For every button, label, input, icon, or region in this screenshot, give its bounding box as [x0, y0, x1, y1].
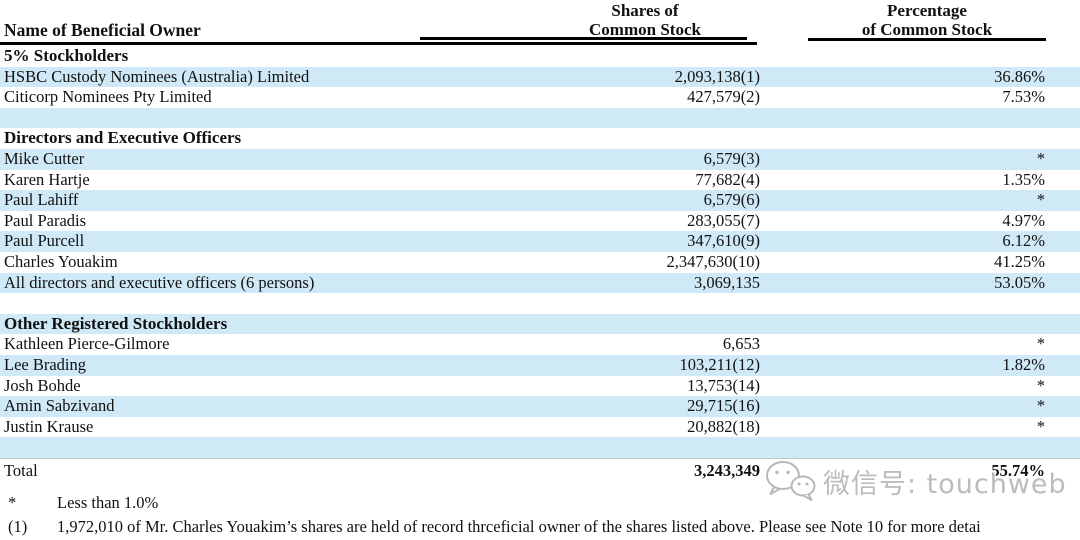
- shares-cell: 103,211(12): [679, 354, 760, 374]
- percentage-cell: 41.25%: [994, 251, 1045, 271]
- header-rule-name: [0, 42, 757, 45]
- owner-name-cell: Mike Cutter: [4, 148, 85, 168]
- footnote-text: 1,972,010 of Mr. Charles Youakim’s share…: [57, 517, 981, 536]
- shares-cell: 13,753(14): [687, 375, 760, 395]
- percentage-cell: 1.82%: [1002, 354, 1045, 374]
- owner-name-cell: Justin Krause: [4, 416, 94, 436]
- percentage-cell: *: [1036, 416, 1045, 436]
- shares-cell: 3,069,135: [694, 272, 760, 292]
- owner-name-cell: Citicorp Nominees Pty Limited: [4, 87, 212, 107]
- shares-cell: 6,579(3): [703, 148, 760, 168]
- percentage-cell: 6.12%: [1002, 231, 1045, 251]
- shares-cell: 2,347,630(10): [666, 251, 761, 271]
- owner-name-cell: Paul Purcell: [4, 231, 85, 251]
- owner-name-cell: All directors and executive officers (6 …: [4, 272, 315, 292]
- owner-name-cell: Karen Hartje: [4, 169, 90, 189]
- percentage-cell: *: [1036, 396, 1045, 416]
- spacer-row: [0, 437, 1080, 458]
- footnote-less-than: * Less than 1.0%: [0, 491, 1080, 515]
- owner-name-cell: Other Registered Stockholders: [4, 313, 228, 333]
- table-row: Justin Krause 20,882(18) *: [0, 417, 1080, 438]
- percentage-cell: *: [1036, 148, 1045, 168]
- owner-name-cell: Kathleen Pierce-Gilmore: [4, 334, 170, 354]
- table-row: Lee Brading 103,211(12) 1.82%: [0, 354, 1080, 376]
- total-row: Total 3,243,349 55.74%: [0, 458, 1080, 482]
- section-row: Other Registered Stockholders: [0, 313, 1080, 335]
- owner-name-cell: Lee Brading: [4, 354, 87, 374]
- table-row: Paul Purcell 347,610(9) 6.12%: [0, 231, 1080, 252]
- column-header-shares-line2: Common Stock: [589, 20, 701, 39]
- shares-cell: 427,579(2): [687, 87, 760, 107]
- percentage-cell: 53.05%: [994, 272, 1045, 292]
- percentage-cell: *: [1036, 375, 1045, 395]
- shares-cell: 29,715(16): [687, 396, 760, 416]
- spacer-row: [0, 107, 1080, 129]
- owner-name-cell: Amin Sabzivand: [4, 396, 115, 416]
- owner-name-cell: Charles Youakim: [4, 251, 118, 271]
- column-header-percentage: Percentage of Common Stock: [802, 1, 1052, 39]
- table-row: Paul Lahiff 6,579(6) *: [0, 190, 1080, 211]
- spacer-row: [0, 293, 1080, 314]
- column-header-shares-line1: Shares of: [611, 1, 679, 20]
- percentage-cell: 36.86%: [994, 66, 1045, 86]
- percentage-cell: 7.53%: [1002, 87, 1045, 107]
- percentage-cell: 1.35%: [1002, 169, 1045, 189]
- table-row: Paul Paradis 283,055(7) 4.97%: [0, 211, 1080, 232]
- header-rule-percentage: [808, 38, 1046, 41]
- shares-cell: 77,682(4): [695, 169, 760, 189]
- percentage-cell: *: [1036, 190, 1045, 210]
- total-percentage-value: 55.74%: [991, 460, 1045, 480]
- percentage-cell: *: [1036, 334, 1045, 354]
- table-rows: 5% Stockholders HSBC Custody Nominees (Au…: [0, 46, 1080, 458]
- table-row: Mike Cutter 6,579(3) *: [0, 148, 1080, 170]
- shares-cell: 283,055(7): [687, 210, 760, 230]
- owner-name-cell: HSBC Custody Nominees (Australia) Limite…: [4, 66, 310, 86]
- footnote-text: Less than 1.0%: [57, 493, 159, 512]
- shares-cell: 6,653: [722, 334, 760, 354]
- table-row: Citicorp Nominees Pty Limited 427,579(2) 7…: [0, 87, 1080, 108]
- footnote-marker: (1): [8, 517, 28, 536]
- shares-cell: 6,579(6): [703, 190, 760, 210]
- column-header-name: Name of Beneficial Owner: [4, 20, 201, 40]
- total-label: Total: [4, 460, 38, 480]
- table-row: Amin Sabzivand 29,715(16) *: [0, 396, 1080, 417]
- footnotes: * Less than 1.0% (1) 1,972,010 of Mr. Ch…: [0, 491, 1080, 539]
- table-row: Josh Bohde 13,753(14) *: [0, 376, 1080, 397]
- owner-name-cell: Paul Lahiff: [4, 190, 79, 210]
- owner-name-cell: 5% Stockholders: [4, 46, 129, 65]
- shares-cell: 347,610(9): [687, 231, 760, 251]
- table-row: Charles Youakim 2,347,630(10) 41.25%: [0, 252, 1080, 273]
- table-row: All directors and executive officers (6 …: [0, 272, 1080, 294]
- footnote-marker: *: [8, 493, 17, 512]
- footnote-1: (1) 1,972,010 of Mr. Charles Youakim’s s…: [0, 515, 1080, 539]
- total-shares-value: 3,243,349: [694, 460, 760, 480]
- owner-name-cell: Josh Bohde: [4, 375, 81, 395]
- table-row: HSBC Custody Nominees (Australia) Limite…: [0, 66, 1080, 88]
- section-row: Directors and Executive Officers: [0, 128, 1080, 149]
- percentage-cell: 4.97%: [1002, 210, 1045, 230]
- header-rule-shares: [420, 37, 747, 40]
- owner-name-cell: Directors and Executive Officers: [4, 128, 242, 148]
- table-row: Kathleen Pierce-Gilmore 6,653 *: [0, 334, 1080, 355]
- column-header-percentage-line2: of Common Stock: [861, 20, 993, 39]
- column-header-percentage-line1: Percentage: [887, 1, 967, 20]
- shares-cell: 2,093,138(1): [674, 66, 760, 86]
- owner-name-cell: Paul Paradis: [4, 210, 87, 230]
- column-header-shares: Shares of Common Stock: [520, 1, 770, 39]
- table-row: Karen Hartje 77,682(4) 1.35%: [0, 170, 1080, 191]
- shares-cell: 20,882(18): [687, 416, 760, 436]
- section-row: 5% Stockholders: [0, 46, 1080, 67]
